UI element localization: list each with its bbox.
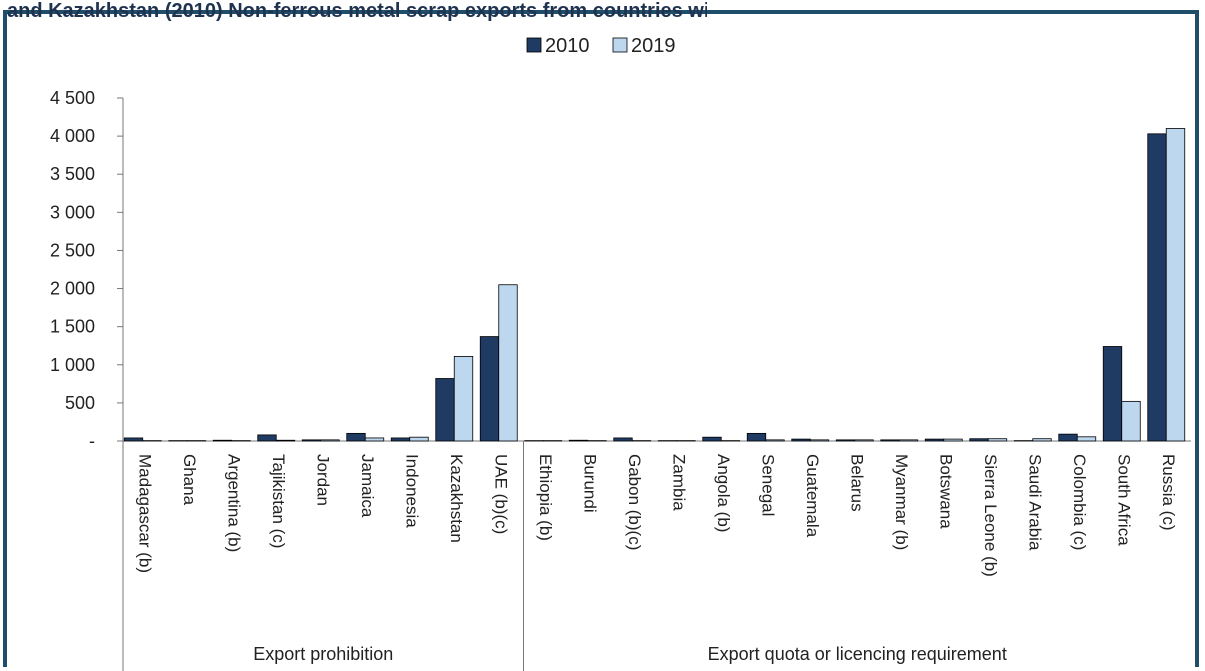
y-tick-label: 1 500 <box>50 317 95 337</box>
legend-label: 2010 <box>545 35 590 57</box>
x-category-label: UAE (b)(c) <box>491 454 510 534</box>
y-tick-label: 500 <box>65 393 95 413</box>
x-category-label: Tajikistan (c) <box>269 454 288 548</box>
bar-2019 <box>810 440 829 441</box>
x-category-label: South Africa <box>1114 454 1133 546</box>
bar-2019 <box>1077 437 1096 441</box>
x-category-label: Ethiopia (b) <box>536 454 555 541</box>
bar-2010 <box>970 439 989 441</box>
bar-2019 <box>766 440 785 441</box>
bar-2010 <box>258 435 277 441</box>
y-tick-label: 4 500 <box>50 88 95 108</box>
y-tick-label: 2 000 <box>50 279 95 299</box>
bar-2019 <box>1122 401 1141 441</box>
y-tick-label: 3 500 <box>50 164 95 184</box>
y-tick-label: - <box>89 431 95 451</box>
bar-2010 <box>124 438 143 441</box>
y-tick-label: 1 000 <box>50 355 95 375</box>
x-category-label: Angola (b) <box>714 454 733 532</box>
x-category-label: Kazakhstan <box>447 454 466 543</box>
bar-2019 <box>410 437 429 441</box>
x-category-label: Jordan <box>313 454 332 506</box>
bar-2010 <box>1148 134 1167 441</box>
x-category-label: Argentina (b) <box>224 454 243 552</box>
bar-2010 <box>925 439 944 441</box>
bar-2019 <box>944 439 963 441</box>
x-category-label: Ghana <box>180 454 199 506</box>
bar-2019 <box>988 439 1007 441</box>
x-category-label: Indonesia <box>402 454 421 528</box>
group-label: Export prohibition <box>253 644 393 664</box>
x-category-label: Zambia <box>669 454 688 511</box>
bar-2019 <box>1033 439 1052 441</box>
legend-label: 2019 <box>631 35 676 57</box>
x-category-label: Jamaica <box>358 454 377 518</box>
x-category-label: Madagascar (b) <box>135 454 154 573</box>
bar-2010 <box>614 438 633 441</box>
bar-2019 <box>321 440 340 441</box>
bar-2019 <box>365 438 384 441</box>
bar-2019 <box>499 285 518 441</box>
bar-2010 <box>213 440 232 441</box>
x-category-label: Guatemala <box>803 454 822 538</box>
bar-2010 <box>347 433 366 441</box>
x-category-label: Senegal <box>758 454 777 516</box>
bar-2019 <box>454 356 473 441</box>
bar-2010 <box>836 440 855 441</box>
bar-2019 <box>1166 128 1185 441</box>
bar-2010 <box>436 378 455 441</box>
x-category-label: Russia (c) <box>1159 454 1178 531</box>
x-category-label: Colombia (c) <box>1070 454 1089 550</box>
legend-swatch <box>613 38 627 52</box>
bar-2010 <box>480 337 499 441</box>
bar-2010 <box>1059 434 1078 441</box>
bar-2010 <box>703 437 722 441</box>
bar-2010 <box>1103 346 1122 441</box>
y-tick-label: 3 000 <box>50 202 95 222</box>
bar-2010 <box>881 440 900 441</box>
group-label: Export quota or licencing requirement <box>708 644 1007 664</box>
bar-2010 <box>391 438 410 441</box>
legend-swatch <box>527 38 541 52</box>
bar-2010 <box>569 440 588 441</box>
x-category-label: Botswana <box>936 454 955 529</box>
x-category-label: Burundi <box>580 454 599 513</box>
x-category-label: Belarus <box>847 454 866 512</box>
x-category-label: Sierra Leone (b) <box>981 454 1000 577</box>
bar-2010 <box>792 439 811 441</box>
x-category-label: Saudi Arabia <box>1025 454 1044 551</box>
x-category-label: Gabon (b)(c) <box>625 454 644 550</box>
bar-2019 <box>899 440 918 441</box>
bar-chart: - 500 1 000 1 500 2 000 2 500 3 000 3 500 4 000 4… <box>7 14 1195 671</box>
bar-2019 <box>276 440 295 441</box>
y-tick-label: 2 500 <box>50 240 95 260</box>
bar-2019 <box>855 440 874 441</box>
y-tick-label: 4 000 <box>50 126 95 146</box>
x-category-label: Myanmar (b) <box>892 454 911 550</box>
chart-frame: and Kazakhstan (2010) Non-ferrous metal … <box>3 10 1199 667</box>
bar-2010 <box>302 440 321 441</box>
bar-2010 <box>747 433 766 441</box>
